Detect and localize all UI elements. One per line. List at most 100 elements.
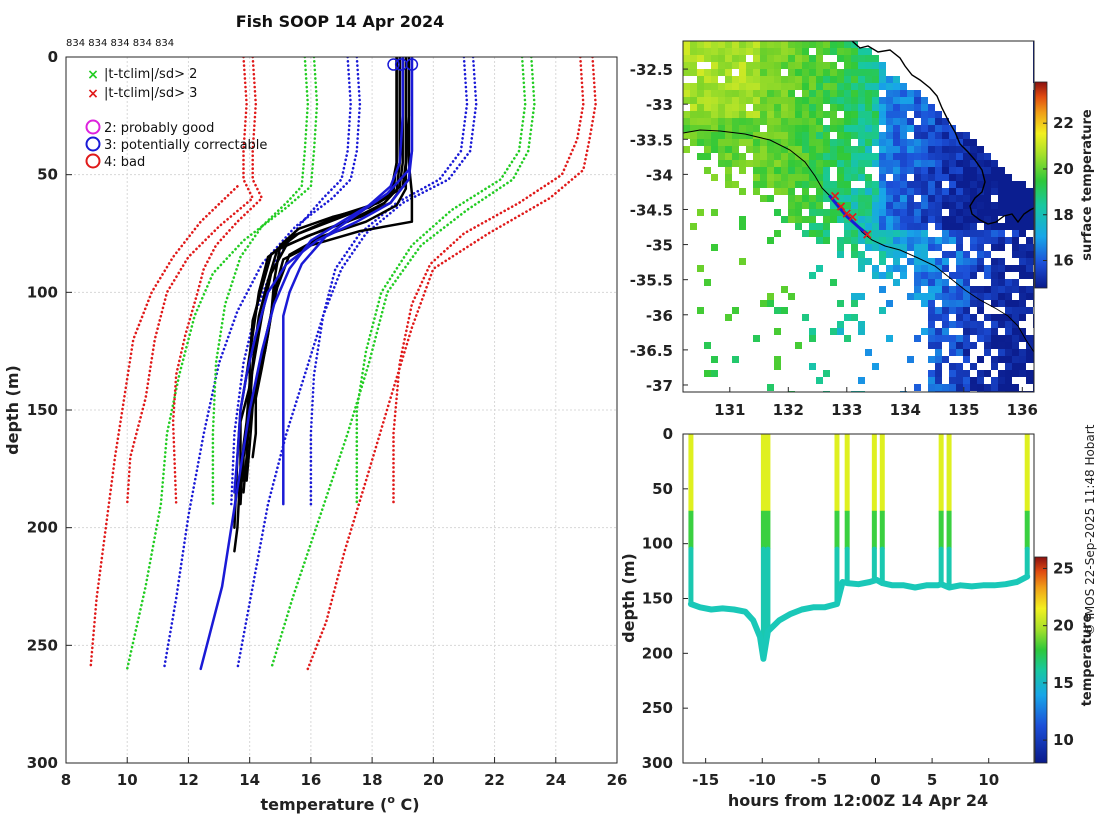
sst-cell [746, 83, 753, 90]
sst-cell [767, 132, 774, 139]
sst-cell [753, 76, 760, 83]
sst-cell [900, 230, 907, 237]
sst-cell [865, 188, 872, 195]
sst-cell [928, 188, 935, 195]
sst-cell [816, 377, 823, 384]
sst-cell [816, 167, 823, 174]
sst-cell [858, 321, 865, 328]
sst-cell [774, 41, 781, 48]
sst-cell [942, 174, 949, 181]
sst-cell [704, 111, 711, 118]
sst-cell [1005, 370, 1012, 377]
sst-cell [1026, 335, 1033, 342]
sst-cell [900, 195, 907, 202]
sst-cell [928, 167, 935, 174]
sst-cell [991, 314, 998, 321]
sst-cell [984, 209, 991, 216]
sst-cell [865, 181, 872, 188]
sst-cell [872, 223, 879, 230]
sst-cell [935, 293, 942, 300]
sst-cell [879, 139, 886, 146]
sst-cell [816, 125, 823, 132]
sst-cell [942, 328, 949, 335]
track-qc-mark: × [861, 227, 873, 243]
sst-cell [1019, 307, 1026, 314]
sst-cell [998, 370, 1005, 377]
sst-cell [760, 167, 767, 174]
sst-cell [823, 90, 830, 97]
sst-cell [970, 272, 977, 279]
section-x-tick-label: 0 [870, 771, 880, 789]
sst-cell [991, 160, 998, 167]
sst-cell [690, 97, 697, 104]
sst-cell [949, 188, 956, 195]
sst-cell [900, 90, 907, 97]
sst-cell [991, 188, 998, 195]
sst-cell [984, 153, 991, 160]
legend-circle-magenta [85, 119, 101, 135]
x-tick-label: 8 [61, 771, 71, 789]
profile-plot-area [66, 57, 617, 763]
sst-cell [914, 181, 921, 188]
sst-cell [732, 55, 739, 62]
sst-cell [865, 174, 872, 181]
sst-cell [823, 76, 830, 83]
sst-cell [739, 223, 746, 230]
sst-cell [935, 363, 942, 370]
sst-cell [774, 76, 781, 83]
sst-cell [872, 69, 879, 76]
sst-cell [851, 55, 858, 62]
sst-cell [802, 153, 809, 160]
sst-cell [998, 335, 1005, 342]
sst-cell [914, 265, 921, 272]
sst-cell [984, 174, 991, 181]
sst-cell [746, 97, 753, 104]
sst-cell [970, 321, 977, 328]
sst-cell [844, 188, 851, 195]
sst-cell [942, 300, 949, 307]
sst-cell [935, 272, 942, 279]
sst-cell [683, 69, 690, 76]
sst-cell [921, 328, 928, 335]
sst-cell [774, 48, 781, 55]
sst-cell [872, 181, 879, 188]
sst-cell [753, 118, 760, 125]
sst-cell [942, 356, 949, 363]
sst-cell [767, 167, 774, 174]
sst-cell [858, 104, 865, 111]
sst-cell [795, 167, 802, 174]
sst-cell [725, 146, 732, 153]
sst-cell [879, 272, 886, 279]
sst-cell [711, 209, 718, 216]
sst-cell [739, 216, 746, 223]
sst-cell [753, 167, 760, 174]
sst-cell [823, 125, 830, 132]
sst-cell [718, 55, 725, 62]
map-y-tick-label: -36.5 [630, 342, 673, 360]
sst-cell [998, 202, 1005, 209]
sst-cell [1005, 293, 1012, 300]
sst-cell [753, 335, 760, 342]
sst-cell [795, 111, 802, 118]
sst-cell [914, 335, 921, 342]
sst-cell [795, 62, 802, 69]
sst-cell [970, 209, 977, 216]
sst-cell [907, 195, 914, 202]
sst-cell [949, 153, 956, 160]
sst-cell [893, 153, 900, 160]
sst-cell [865, 258, 872, 265]
climatology-line [89, 185, 239, 671]
sst-cell [690, 223, 697, 230]
sst-cell [998, 300, 1005, 307]
sst-cell [991, 300, 998, 307]
sst-cell [865, 48, 872, 55]
sst-cell [879, 181, 886, 188]
y-axis-label: depth (m) [3, 365, 22, 455]
track-qc-mark: × [841, 206, 853, 222]
sst-cell [886, 83, 893, 90]
sst-cell [725, 153, 732, 160]
sst-cell [984, 160, 991, 167]
sst-cell [1026, 370, 1033, 377]
sst-cell [1005, 300, 1012, 307]
climatology-line [162, 57, 362, 671]
